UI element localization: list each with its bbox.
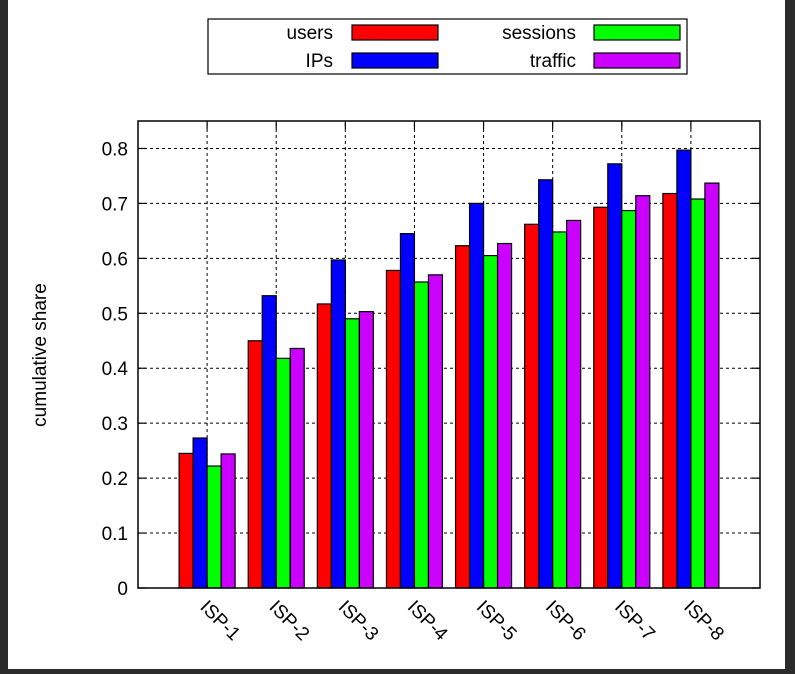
- legend-swatch-sessions: [593, 24, 681, 41]
- legend-label-sessions: sessions: [502, 23, 576, 44]
- legend-swatch-users: [351, 24, 439, 41]
- bar-users-ISP-4: [385, 269, 402, 589]
- bar-sessions-ISP-2: [275, 357, 291, 589]
- bar-IPs-ISP-8: [676, 149, 692, 589]
- bar-sessions-ISP-4: [413, 281, 430, 589]
- y-tick-label: 0.6: [102, 249, 128, 270]
- legend: users sessions IPs traffic: [207, 18, 688, 75]
- legend-label-IPs: IPs: [306, 51, 333, 72]
- x-tick-label: ISP-7: [610, 597, 658, 645]
- bar-sessions-ISP-6: [552, 231, 568, 589]
- grid: [138, 121, 760, 588]
- y-tick-label: 0.3: [102, 414, 128, 435]
- bar-IPs-ISP-2: [261, 295, 277, 589]
- x-tick-label: ISP-5: [472, 597, 520, 645]
- bar-IPs-ISP-7: [607, 163, 623, 589]
- bar-traffic-ISP-2: [289, 347, 305, 589]
- bar-traffic-ISP-5: [496, 242, 513, 589]
- x-tick-label: ISP-2: [265, 597, 313, 645]
- bar-chart: 00.10.20.30.40.50.60.70.8 ISP-1 ISP-2 ISP-…: [30, 18, 761, 646]
- legend-swatch-IPs: [351, 52, 439, 69]
- bar-users-ISP-5: [454, 245, 471, 589]
- y-tick-label: 0.4: [102, 359, 129, 380]
- x-tick-label: ISP-8: [679, 597, 727, 645]
- bar-IPs-ISP-1: [192, 437, 208, 589]
- bar-IPs-ISP-6: [538, 179, 554, 589]
- bar-traffic-ISP-6: [566, 219, 582, 589]
- y-tick-label: 0.7: [102, 194, 128, 215]
- bar-traffic-ISP-7: [635, 195, 651, 589]
- bar-IPs-ISP-4: [399, 233, 416, 589]
- bar-users-ISP-1: [178, 452, 194, 589]
- bar-users-ISP-6: [524, 223, 540, 589]
- y-tick-label: 0.1: [102, 524, 128, 545]
- bar-traffic-ISP-1: [220, 453, 236, 589]
- legend-swatch-traffic: [593, 52, 681, 69]
- y-ticks: 0 0.1 0.2 0.3 0.4 0.5 0.6 0.7 0.8: [102, 121, 760, 600]
- bar-users-ISP-2: [247, 340, 263, 589]
- bars: [178, 149, 720, 589]
- y-tick-label: 0.2: [102, 469, 128, 490]
- legend-label-traffic: traffic: [530, 51, 576, 72]
- bar-IPs-ISP-3: [330, 259, 346, 589]
- x-tick-label: ISP-6: [541, 597, 589, 645]
- chart-frame: 0 0.1 0.2 0.3 0.4 0.5 0.6 0.7 0.8 ISP-1 ISP-2 ISP-…: [8, 0, 785, 669]
- x-tick-label: ISP-1: [196, 597, 244, 645]
- y-axis-label: cumulative share: [30, 283, 51, 427]
- legend-label-users: users: [287, 23, 333, 44]
- bar-sessions-ISP-5: [482, 255, 499, 589]
- bar-IPs-ISP-5: [468, 202, 485, 589]
- bar-traffic-ISP-4: [427, 274, 444, 589]
- bar-users-ISP-7: [593, 206, 609, 589]
- y-tick-label: 0.5: [102, 304, 128, 325]
- bar-traffic-ISP-8: [704, 182, 720, 589]
- bar-users-ISP-8: [662, 192, 678, 589]
- plot-frame: [137, 120, 761, 589]
- bar-sessions-ISP-1: [206, 465, 222, 589]
- bar-traffic-ISP-3: [358, 311, 374, 589]
- y-tick-label: 0.8: [102, 139, 128, 160]
- x-tick-label: ISP-3: [334, 597, 382, 645]
- x-tick-labels: ISP-1 ISP-2 ISP-3 ISP-4 ISP-5 ISP-6 ISP-7 ISP-8: [196, 597, 728, 646]
- bar-sessions-ISP-3: [344, 318, 360, 589]
- bar-users-ISP-3: [316, 303, 332, 589]
- bar-sessions-ISP-7: [621, 209, 637, 589]
- x-tick-label: ISP-4: [403, 597, 452, 646]
- bar-sessions-ISP-8: [690, 198, 706, 589]
- y-tick-label: 0: [117, 579, 128, 600]
